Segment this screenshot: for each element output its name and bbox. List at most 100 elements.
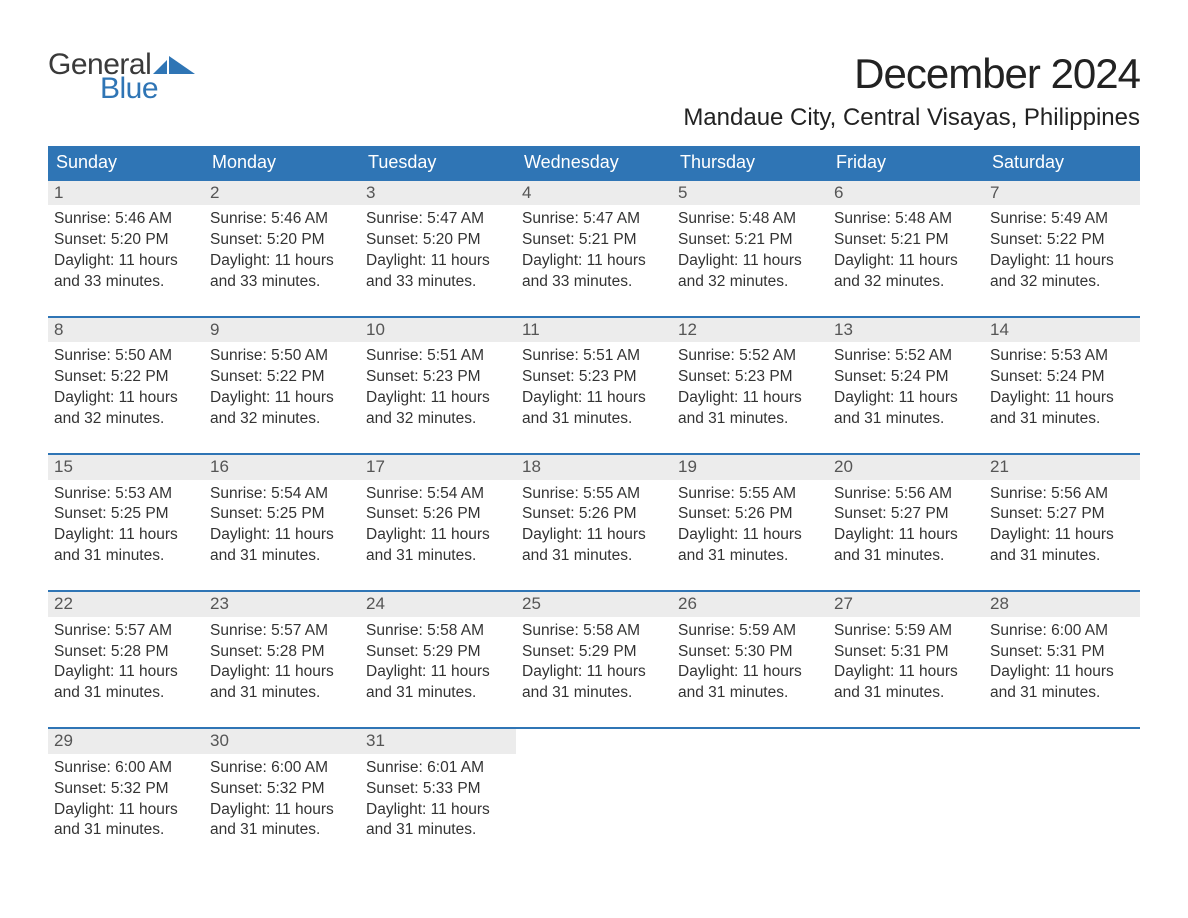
week-separator — [48, 710, 1140, 728]
daylight-line-1: Daylight: 11 hours — [210, 388, 354, 409]
sunset-line: Sunset: 5:23 PM — [366, 367, 510, 388]
sunset-line: Sunset: 5:31 PM — [990, 642, 1134, 663]
sunrise-line: Sunrise: 5:50 AM — [210, 346, 354, 367]
daylight-line-2: and 31 minutes. — [54, 546, 198, 567]
daylight-line-2: and 31 minutes. — [834, 546, 978, 567]
sunrise-line: Sunrise: 5:52 AM — [834, 346, 978, 367]
calendar-cell-daynum: 27 — [828, 591, 984, 616]
calendar-cell-body: Sunrise: 5:47 AMSunset: 5:20 PMDaylight:… — [360, 205, 516, 299]
calendar-cell-body — [984, 754, 1140, 848]
calendar-cell-daynum: 21 — [984, 454, 1140, 479]
day-number — [984, 729, 1140, 753]
calendar-page: General Blue December 2024 Mandaue City,… — [0, 0, 1188, 887]
calendar-cell-daynum: 28 — [984, 591, 1140, 616]
day-body: Sunrise: 5:49 AMSunset: 5:22 PMDaylight:… — [984, 205, 1140, 299]
sunrise-line: Sunrise: 5:46 AM — [210, 209, 354, 230]
calendar-cell-body: Sunrise: 5:51 AMSunset: 5:23 PMDaylight:… — [516, 342, 672, 436]
day-number: 16 — [204, 455, 360, 479]
sunset-line: Sunset: 5:24 PM — [834, 367, 978, 388]
day-number: 17 — [360, 455, 516, 479]
daylight-line-2: and 31 minutes. — [54, 683, 198, 704]
day-number: 25 — [516, 592, 672, 616]
sunset-line: Sunset: 5:25 PM — [210, 504, 354, 525]
daylight-line-1: Daylight: 11 hours — [678, 251, 822, 272]
day-body: Sunrise: 5:48 AMSunset: 5:21 PMDaylight:… — [672, 205, 828, 299]
calendar-cell-daynum — [984, 728, 1140, 753]
day-number: 26 — [672, 592, 828, 616]
day-body: Sunrise: 6:00 AMSunset: 5:31 PMDaylight:… — [984, 617, 1140, 711]
sunrise-line: Sunrise: 5:52 AM — [678, 346, 822, 367]
sunset-line: Sunset: 5:26 PM — [678, 504, 822, 525]
weekday-header: Friday — [828, 146, 984, 180]
sunrise-line: Sunrise: 5:59 AM — [678, 621, 822, 642]
brand-word-2: Blue — [100, 74, 195, 104]
day-body: Sunrise: 5:54 AMSunset: 5:25 PMDaylight:… — [204, 480, 360, 574]
day-body — [516, 754, 672, 764]
calendar-cell-body: Sunrise: 5:50 AMSunset: 5:22 PMDaylight:… — [204, 342, 360, 436]
calendar-cell-daynum: 7 — [984, 180, 1140, 205]
calendar-cell-daynum — [672, 728, 828, 753]
sunrise-line: Sunrise: 5:54 AM — [210, 484, 354, 505]
daylight-line-1: Daylight: 11 hours — [366, 251, 510, 272]
sunrise-line: Sunrise: 5:51 AM — [366, 346, 510, 367]
day-body: Sunrise: 5:50 AMSunset: 5:22 PMDaylight:… — [48, 342, 204, 436]
daylight-line-2: and 33 minutes. — [54, 272, 198, 293]
day-number: 8 — [48, 318, 204, 342]
day-body: Sunrise: 5:58 AMSunset: 5:29 PMDaylight:… — [360, 617, 516, 711]
weekday-header: Monday — [204, 146, 360, 180]
daylight-line-1: Daylight: 11 hours — [366, 388, 510, 409]
day-body: Sunrise: 5:58 AMSunset: 5:29 PMDaylight:… — [516, 617, 672, 711]
daylight-line-2: and 31 minutes. — [834, 409, 978, 430]
day-number: 12 — [672, 318, 828, 342]
daylight-line-1: Daylight: 11 hours — [834, 525, 978, 546]
sunrise-line: Sunrise: 5:46 AM — [54, 209, 198, 230]
calendar-cell-body: Sunrise: 5:51 AMSunset: 5:23 PMDaylight:… — [360, 342, 516, 436]
sunset-line: Sunset: 5:22 PM — [990, 230, 1134, 251]
daylight-line-2: and 31 minutes. — [834, 683, 978, 704]
sunset-line: Sunset: 5:26 PM — [522, 504, 666, 525]
day-body — [672, 754, 828, 764]
calendar-table: SundayMondayTuesdayWednesdayThursdayFrid… — [48, 146, 1140, 847]
day-body: Sunrise: 6:01 AMSunset: 5:33 PMDaylight:… — [360, 754, 516, 848]
calendar-cell-body — [672, 754, 828, 848]
calendar-cell-daynum — [516, 728, 672, 753]
sunrise-line: Sunrise: 5:56 AM — [834, 484, 978, 505]
daylight-line-1: Daylight: 11 hours — [54, 388, 198, 409]
day-number: 13 — [828, 318, 984, 342]
calendar-cell-daynum: 29 — [48, 728, 204, 753]
calendar-cell-daynum: 22 — [48, 591, 204, 616]
calendar-cell-daynum: 20 — [828, 454, 984, 479]
calendar-cell-daynum: 17 — [360, 454, 516, 479]
day-body: Sunrise: 5:57 AMSunset: 5:28 PMDaylight:… — [48, 617, 204, 711]
daylight-line-2: and 31 minutes. — [522, 683, 666, 704]
calendar-cell-body: Sunrise: 5:49 AMSunset: 5:22 PMDaylight:… — [984, 205, 1140, 299]
sunset-line: Sunset: 5:20 PM — [366, 230, 510, 251]
calendar-cell-daynum: 9 — [204, 317, 360, 342]
day-number — [516, 729, 672, 753]
day-body: Sunrise: 5:53 AMSunset: 5:24 PMDaylight:… — [984, 342, 1140, 436]
title-block: December 2024 Mandaue City, Central Visa… — [683, 50, 1140, 132]
day-number: 27 — [828, 592, 984, 616]
sunrise-line: Sunrise: 6:00 AM — [990, 621, 1134, 642]
sunrise-line: Sunrise: 6:00 AM — [210, 758, 354, 779]
calendar-cell-daynum: 18 — [516, 454, 672, 479]
daylight-line-1: Daylight: 11 hours — [678, 525, 822, 546]
day-body: Sunrise: 6:00 AMSunset: 5:32 PMDaylight:… — [48, 754, 204, 848]
calendar-cell-body: Sunrise: 5:47 AMSunset: 5:21 PMDaylight:… — [516, 205, 672, 299]
day-number: 14 — [984, 318, 1140, 342]
page-header: General Blue December 2024 Mandaue City,… — [48, 50, 1140, 132]
weekday-header: Tuesday — [360, 146, 516, 180]
sunrise-line: Sunrise: 5:57 AM — [210, 621, 354, 642]
calendar-cell-daynum: 31 — [360, 728, 516, 753]
daylight-line-2: and 31 minutes. — [522, 546, 666, 567]
calendar-header-row: SundayMondayTuesdayWednesdayThursdayFrid… — [48, 146, 1140, 180]
daylight-line-2: and 31 minutes. — [366, 683, 510, 704]
weekday-header: Wednesday — [516, 146, 672, 180]
day-number: 20 — [828, 455, 984, 479]
sunset-line: Sunset: 5:33 PM — [366, 779, 510, 800]
calendar-cell-daynum: 24 — [360, 591, 516, 616]
daylight-line-1: Daylight: 11 hours — [834, 251, 978, 272]
calendar-cell-body: Sunrise: 5:54 AMSunset: 5:26 PMDaylight:… — [360, 480, 516, 574]
sunset-line: Sunset: 5:24 PM — [990, 367, 1134, 388]
sunrise-line: Sunrise: 6:00 AM — [54, 758, 198, 779]
